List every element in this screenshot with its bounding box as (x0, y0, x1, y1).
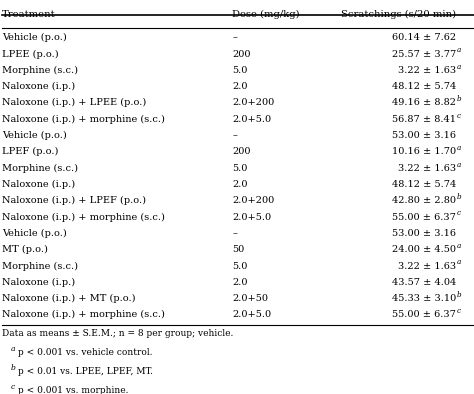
Text: Naloxone (i.p.) + morphine (s.c.): Naloxone (i.p.) + morphine (s.c.) (2, 212, 165, 222)
Text: 45.33 ± 3.10: 45.33 ± 3.10 (392, 294, 456, 303)
Text: 2.0+5.0: 2.0+5.0 (232, 213, 272, 221)
Text: Naloxone (i.p.): Naloxone (i.p.) (2, 180, 75, 189)
Text: Naloxone (i.p.) + LPEE (p.o.): Naloxone (i.p.) + LPEE (p.o.) (2, 98, 146, 108)
Text: 2.0+50: 2.0+50 (232, 294, 268, 303)
Text: b: b (457, 193, 462, 201)
Text: 2.0+200: 2.0+200 (232, 98, 274, 108)
Text: 49.16 ± 8.82: 49.16 ± 8.82 (392, 98, 456, 108)
Text: c: c (457, 112, 461, 120)
Text: 24.00 ± 4.50: 24.00 ± 4.50 (392, 245, 456, 254)
Text: Naloxone (i.p.) + morphine (s.c.): Naloxone (i.p.) + morphine (s.c.) (2, 310, 165, 320)
Text: a: a (11, 345, 15, 353)
Text: p < 0.01 vs. LPEE, LPEF, MT.: p < 0.01 vs. LPEE, LPEF, MT. (18, 367, 153, 376)
Text: p < 0.001 vs. morphine.: p < 0.001 vs. morphine. (18, 386, 128, 394)
Text: MT (p.o.): MT (p.o.) (2, 245, 48, 254)
Text: Dose (mg/kg): Dose (mg/kg) (232, 10, 300, 19)
Text: c: c (457, 210, 461, 217)
Text: c: c (11, 383, 15, 390)
Text: 3.22 ± 1.63: 3.22 ± 1.63 (398, 262, 456, 271)
Text: 200: 200 (232, 50, 251, 59)
Text: 42.80 ± 2.80: 42.80 ± 2.80 (392, 196, 456, 205)
Text: Morphine (s.c.): Morphine (s.c.) (2, 164, 78, 173)
Text: p < 0.001 vs. vehicle control.: p < 0.001 vs. vehicle control. (18, 348, 152, 357)
Text: b: b (11, 364, 16, 372)
Text: 43.57 ± 4.04: 43.57 ± 4.04 (392, 278, 456, 287)
Text: –: – (232, 33, 237, 42)
Text: Morphine (s.c.): Morphine (s.c.) (2, 262, 78, 271)
Text: Naloxone (i.p.) + MT (p.o.): Naloxone (i.p.) + MT (p.o.) (2, 294, 136, 303)
Text: a: a (457, 258, 461, 266)
Text: 60.14 ± 7.62: 60.14 ± 7.62 (392, 33, 456, 42)
Text: 2.0+5.0: 2.0+5.0 (232, 115, 272, 124)
Text: a: a (457, 242, 461, 250)
Text: Data as means ± S.E.M.; n = 8 per group; vehicle.: Data as means ± S.E.M.; n = 8 per group;… (2, 329, 234, 338)
Text: 5.0: 5.0 (232, 164, 247, 173)
Text: Naloxone (i.p.): Naloxone (i.p.) (2, 278, 75, 287)
Text: LPEE (p.o.): LPEE (p.o.) (2, 50, 59, 59)
Text: 56.87 ± 8.41: 56.87 ± 8.41 (392, 115, 456, 124)
Text: 25.57 ± 3.77: 25.57 ± 3.77 (392, 50, 456, 59)
Text: 5.0: 5.0 (232, 262, 247, 271)
Text: –: – (232, 131, 237, 140)
Text: Vehicle (p.o.): Vehicle (p.o.) (2, 33, 67, 42)
Text: Morphine (s.c.): Morphine (s.c.) (2, 66, 78, 75)
Text: Naloxone (i.p.) + morphine (s.c.): Naloxone (i.p.) + morphine (s.c.) (2, 115, 165, 124)
Text: a: a (457, 63, 461, 71)
Text: LPEF (p.o.): LPEF (p.o.) (2, 147, 59, 156)
Text: 2.0+200: 2.0+200 (232, 196, 274, 205)
Text: c: c (457, 307, 461, 315)
Text: 50: 50 (232, 245, 245, 254)
Text: –: – (232, 229, 237, 238)
Text: a: a (457, 46, 461, 54)
Text: Scratchings (s/20 min): Scratchings (s/20 min) (341, 10, 456, 19)
Text: 2.0: 2.0 (232, 82, 248, 91)
Text: 10.16 ± 1.70: 10.16 ± 1.70 (392, 147, 456, 156)
Text: b: b (457, 291, 462, 299)
Text: 200: 200 (232, 147, 251, 156)
Text: b: b (457, 95, 462, 103)
Text: Vehicle (p.o.): Vehicle (p.o.) (2, 229, 67, 238)
Text: Naloxone (i.p.): Naloxone (i.p.) (2, 82, 75, 91)
Text: Vehicle (p.o.): Vehicle (p.o.) (2, 131, 67, 140)
Text: 55.00 ± 6.37: 55.00 ± 6.37 (392, 310, 456, 320)
Text: 3.22 ± 1.63: 3.22 ± 1.63 (398, 66, 456, 75)
Text: 48.12 ± 5.74: 48.12 ± 5.74 (392, 82, 456, 91)
Text: Naloxone (i.p.) + LPEF (p.o.): Naloxone (i.p.) + LPEF (p.o.) (2, 196, 146, 205)
Text: 5.0: 5.0 (232, 66, 247, 75)
Text: 3.22 ± 1.63: 3.22 ± 1.63 (398, 164, 456, 173)
Text: 53.00 ± 3.16: 53.00 ± 3.16 (392, 229, 456, 238)
Text: a: a (457, 144, 461, 152)
Text: 48.12 ± 5.74: 48.12 ± 5.74 (392, 180, 456, 189)
Text: Treatment: Treatment (2, 10, 56, 19)
Text: a: a (457, 161, 461, 169)
Text: 2.0+5.0: 2.0+5.0 (232, 310, 272, 320)
Text: 55.00 ± 6.37: 55.00 ± 6.37 (392, 213, 456, 221)
Text: 2.0: 2.0 (232, 180, 248, 189)
Text: 2.0: 2.0 (232, 278, 248, 287)
Text: 53.00 ± 3.16: 53.00 ± 3.16 (392, 131, 456, 140)
